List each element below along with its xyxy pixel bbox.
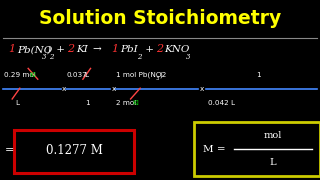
Text: L: L <box>84 72 88 78</box>
Text: L: L <box>15 100 19 106</box>
Text: 0.29 mol: 0.29 mol <box>4 72 36 78</box>
Text: 2: 2 <box>137 53 141 61</box>
Text: →: → <box>93 45 101 54</box>
Text: Pb(NO: Pb(NO <box>18 45 53 54</box>
Text: 0.037: 0.037 <box>66 72 87 78</box>
Text: x: x <box>200 86 204 92</box>
Text: 3: 3 <box>42 53 46 61</box>
Text: KNO: KNO <box>164 45 190 54</box>
Text: 2: 2 <box>156 44 163 54</box>
Text: 1 mol Pb(NO: 1 mol Pb(NO <box>116 72 161 78</box>
Text: mol: mol <box>263 131 282 140</box>
Text: 1: 1 <box>111 44 118 54</box>
Text: 0.1277 M: 0.1277 M <box>46 144 103 157</box>
Text: 1: 1 <box>8 44 15 54</box>
Text: =: = <box>5 145 14 155</box>
Text: 2: 2 <box>49 53 53 61</box>
Text: +: + <box>142 45 155 54</box>
Text: ): ) <box>46 45 50 54</box>
Text: )2: )2 <box>159 72 166 78</box>
Text: KI: KI <box>29 72 36 78</box>
Text: 2: 2 <box>67 44 74 54</box>
Text: Solution Stoichiometry: Solution Stoichiometry <box>39 9 281 28</box>
Text: KI: KI <box>76 45 88 54</box>
Text: +: + <box>53 45 65 54</box>
Text: M =: M = <box>203 145 226 154</box>
Text: 3: 3 <box>156 76 159 81</box>
Text: L: L <box>269 158 276 167</box>
Text: x: x <box>111 86 116 92</box>
Text: PbI: PbI <box>120 45 138 54</box>
Text: KI: KI <box>132 100 139 106</box>
Text: 2 mol: 2 mol <box>116 100 136 106</box>
Text: 0.042 L: 0.042 L <box>208 100 235 106</box>
FancyBboxPatch shape <box>14 130 134 173</box>
Text: 1: 1 <box>85 100 89 106</box>
Text: 3: 3 <box>186 53 191 61</box>
FancyBboxPatch shape <box>194 122 320 176</box>
Text: 1: 1 <box>256 72 261 78</box>
Text: x: x <box>61 86 66 92</box>
